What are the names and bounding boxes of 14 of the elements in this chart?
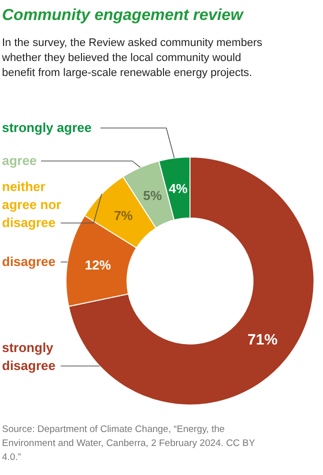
slice-label: disagree: [2, 254, 56, 269]
source-note: Source: Department of Climate Change, “Energy, the Environment and Water, Canberra, 2 February 2024. CC BY 4.0.”: [2, 424, 256, 463]
chart-subtitle: In the survey, the Review asked community members whether they believed the local community would benefit from large-scale renewable energy projects.: [1, 37, 263, 79]
chart-title: Community engagement review: [2, 7, 244, 24]
data-label: 71%: [248, 331, 278, 348]
slice-label: strongly agree: [2, 120, 92, 135]
data-label: 12%: [84, 257, 112, 272]
data-label: 7%: [114, 208, 134, 223]
data-label: 5%: [143, 188, 162, 203]
slice-label: agree: [2, 153, 37, 168]
slice-label: strongly disagree: [2, 340, 56, 373]
donut-slice: [68, 156, 314, 406]
data-label: 4%: [168, 180, 188, 196]
slice-label: neither agree nor disagree: [2, 179, 62, 230]
